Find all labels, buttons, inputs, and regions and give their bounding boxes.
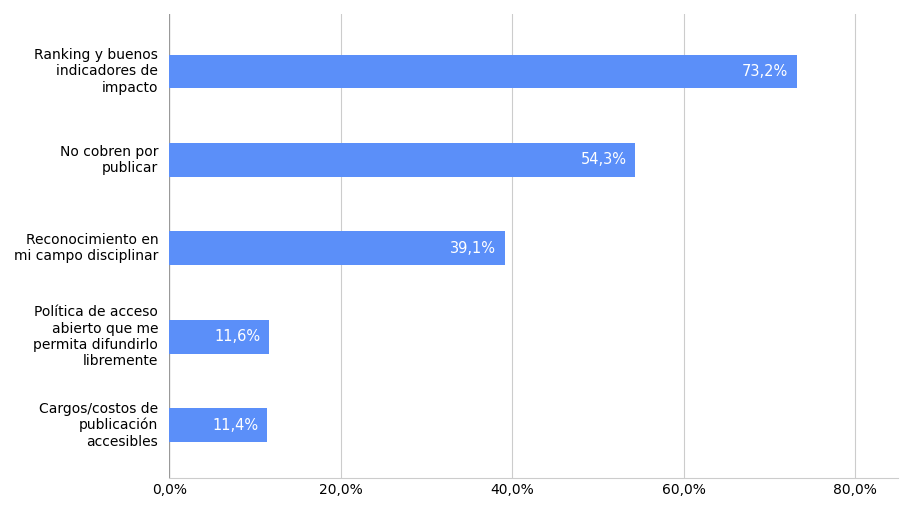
Bar [169,408,267,442]
Bar [169,231,504,265]
Bar [169,143,634,177]
Text: 11,6%: 11,6% [214,329,260,344]
Text: 54,3%: 54,3% [579,152,626,167]
Bar [169,320,269,354]
Text: 39,1%: 39,1% [449,241,496,256]
Bar [169,55,796,88]
Text: 11,4%: 11,4% [212,417,258,433]
Text: 73,2%: 73,2% [742,64,787,79]
